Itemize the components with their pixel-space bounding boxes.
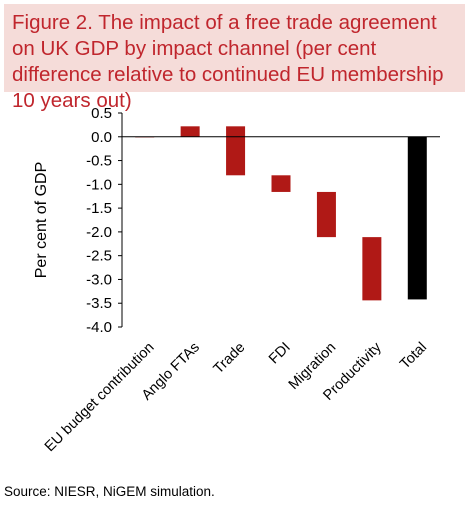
bar-migration (316, 191, 336, 238)
x-tick-label: EU budget contribution (42, 340, 158, 456)
y-tick-label: -3.0 (86, 271, 112, 288)
bar-total (407, 136, 427, 300)
x-tick-label: Total (397, 340, 430, 373)
bar-fdi (271, 175, 291, 192)
x-tick-label: FDI (266, 340, 294, 368)
y-tick-label: -1.0 (86, 176, 112, 193)
y-tick-label: 0.0 (91, 129, 112, 146)
y-tick-label: -1.5 (86, 200, 112, 217)
bar-trade (226, 126, 246, 176)
chart-title: Figure 2. The impact of a free trade agr… (12, 11, 444, 112)
y-tick-label: -2.5 (86, 248, 112, 265)
title-box: Figure 2. The impact of a free trade agr… (4, 4, 465, 112)
bar-anglo-ftas (180, 126, 200, 137)
y-tick-label: -2.0 (86, 224, 112, 241)
y-tick-label: -3.5 (86, 295, 112, 312)
y-tick-label: -4.0 (86, 319, 112, 336)
y-axis-title: Per cent of GDP (33, 162, 50, 279)
y-tick-label: -0.5 (86, 153, 112, 170)
x-tick-label: Trade (211, 340, 249, 378)
source-note: Source: NIESR, NiGEM simulation. (4, 484, 215, 499)
bar-productivity (362, 237, 382, 301)
y-tick-label: 0.5 (91, 105, 112, 122)
